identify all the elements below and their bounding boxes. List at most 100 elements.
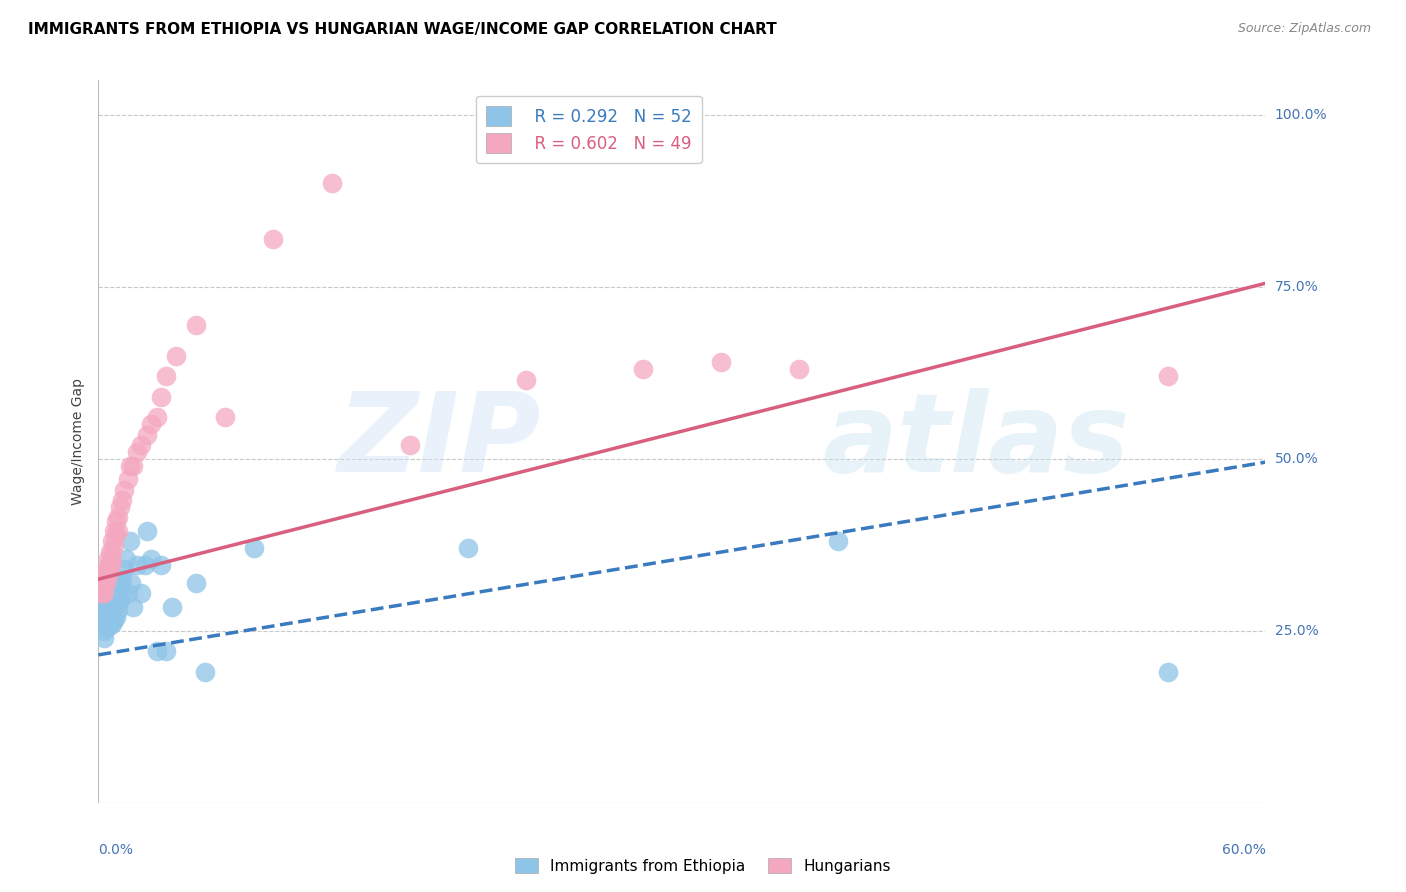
Text: 0.0%: 0.0% <box>98 843 134 856</box>
Point <box>103 524 125 538</box>
Point <box>104 596 127 610</box>
Point <box>262 231 284 245</box>
Point <box>108 500 131 514</box>
Point <box>1157 369 1180 384</box>
Point <box>89 586 111 600</box>
Text: atlas: atlas <box>823 388 1129 495</box>
Point <box>96 607 118 621</box>
Point <box>118 458 141 473</box>
Point <box>165 349 187 363</box>
Point <box>515 373 537 387</box>
Point <box>127 558 149 573</box>
Point <box>98 562 121 576</box>
Text: ZIP: ZIP <box>339 388 541 495</box>
Point <box>184 318 207 332</box>
Point <box>107 510 129 524</box>
Legend: Immigrants from Ethiopia, Hungarians: Immigrants from Ethiopia, Hungarians <box>509 852 897 880</box>
Point <box>96 614 118 628</box>
Point <box>97 599 120 614</box>
Point <box>93 586 115 600</box>
Point <box>139 551 162 566</box>
Point <box>155 369 177 384</box>
Point <box>107 590 129 604</box>
Point <box>104 610 127 624</box>
Point <box>787 362 810 376</box>
Point <box>214 410 236 425</box>
Point <box>98 596 121 610</box>
Point <box>118 534 141 549</box>
Point <box>101 599 124 614</box>
Point <box>97 568 120 582</box>
Point <box>103 599 125 614</box>
Point <box>101 555 124 569</box>
Point <box>134 558 156 573</box>
Point <box>101 616 124 631</box>
Point <box>93 579 115 593</box>
Point <box>96 562 118 576</box>
Legend:   R = 0.292   N = 52,   R = 0.602   N = 49: R = 0.292 N = 52, R = 0.602 N = 49 <box>475 95 702 163</box>
Point <box>89 610 111 624</box>
Point <box>91 596 114 610</box>
Text: 100.0%: 100.0% <box>1275 108 1327 121</box>
Point <box>139 417 162 432</box>
Text: 50.0%: 50.0% <box>1275 451 1319 466</box>
Point <box>97 614 120 628</box>
Point <box>710 355 733 369</box>
Point <box>104 527 127 541</box>
Point <box>89 579 111 593</box>
Point <box>146 410 169 425</box>
Point <box>107 524 129 538</box>
Point <box>93 631 115 645</box>
Point <box>321 177 343 191</box>
Point <box>97 551 120 566</box>
Point <box>108 592 131 607</box>
Point <box>101 534 124 549</box>
Point <box>96 568 118 582</box>
Point <box>108 575 131 590</box>
Point <box>457 541 479 556</box>
Point <box>117 586 139 600</box>
Point <box>101 590 124 604</box>
Point <box>107 603 129 617</box>
Point <box>96 575 118 590</box>
Point <box>194 665 217 679</box>
Point <box>117 472 139 486</box>
Point <box>91 586 114 600</box>
Text: Source: ZipAtlas.com: Source: ZipAtlas.com <box>1237 22 1371 36</box>
Text: 60.0%: 60.0% <box>1222 843 1265 856</box>
Point <box>1157 665 1180 679</box>
Point <box>155 644 177 658</box>
Point <box>631 362 654 376</box>
Point <box>112 483 135 497</box>
Point <box>103 538 125 552</box>
Point <box>114 551 136 566</box>
Point <box>91 603 114 617</box>
Point <box>111 572 134 586</box>
Point <box>98 555 121 569</box>
Point <box>184 575 207 590</box>
Point <box>107 579 129 593</box>
Point <box>98 544 121 558</box>
Point <box>149 390 172 404</box>
Point <box>129 586 152 600</box>
Point <box>97 620 120 634</box>
Point <box>103 586 125 600</box>
Point <box>149 558 172 573</box>
Point <box>91 575 114 590</box>
Point <box>827 534 849 549</box>
Text: 25.0%: 25.0% <box>1275 624 1319 638</box>
Point <box>97 562 120 576</box>
Point <box>104 582 127 597</box>
Point <box>122 458 145 473</box>
Point <box>111 586 134 600</box>
Point <box>98 616 121 631</box>
Point <box>129 438 152 452</box>
Point <box>136 524 159 538</box>
Point <box>121 575 143 590</box>
Point <box>93 616 115 631</box>
Point <box>162 599 184 614</box>
Point <box>122 599 145 614</box>
Point <box>103 614 125 628</box>
Point <box>127 445 149 459</box>
Text: 75.0%: 75.0% <box>1275 280 1319 293</box>
